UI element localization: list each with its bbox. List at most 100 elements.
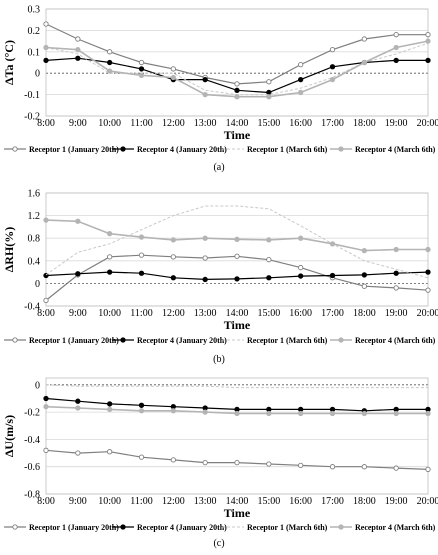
- plot-area: [46, 193, 428, 306]
- data-point: [139, 409, 143, 413]
- data-point: [426, 467, 430, 471]
- x-tick-label: 11:00: [130, 308, 152, 319]
- x-tick-label: 16:00: [289, 118, 312, 129]
- legend-swatch-marker: [339, 147, 343, 151]
- legend-label: Receptor 1 (March 6th): [247, 523, 328, 532]
- data-point: [76, 47, 80, 51]
- data-point: [426, 247, 430, 251]
- y-tick-label: 0: [35, 279, 40, 290]
- y-tick-label: -0.1: [24, 90, 40, 101]
- data-point: [44, 448, 48, 452]
- data-point: [235, 88, 239, 92]
- legend-swatch-marker: [13, 147, 17, 151]
- data-point: [107, 449, 111, 453]
- legend-swatch-marker: [339, 338, 343, 342]
- data-point: [203, 410, 207, 414]
- data-point: [76, 272, 80, 276]
- data-point: [362, 37, 366, 41]
- data-point: [171, 255, 175, 259]
- y-tick-label: -0.6: [24, 462, 40, 473]
- series-line: [46, 43, 428, 94]
- legend-label: Receptor 4 (January 20th): [137, 336, 227, 345]
- data-point: [171, 67, 175, 71]
- series-line: [46, 58, 428, 92]
- data-point: [394, 411, 398, 415]
- data-point: [267, 462, 271, 466]
- data-point: [267, 276, 271, 280]
- data-point: [362, 411, 366, 415]
- y-axis-title: ΔTa (°C): [2, 40, 16, 85]
- x-tick-label: 20:00: [417, 308, 438, 319]
- y-tick-label: 0.2: [28, 26, 41, 37]
- data-point: [203, 277, 207, 281]
- legend-label: Receptor 4 (January 20th): [137, 523, 227, 532]
- data-point: [298, 274, 302, 278]
- data-point: [171, 458, 175, 462]
- data-point: [139, 67, 143, 71]
- legend-label: Receptor 4 (March 6th): [355, 336, 436, 345]
- legend-label: Receptor 1 (January 20th): [29, 523, 119, 532]
- data-point: [203, 460, 207, 464]
- data-point: [235, 254, 239, 258]
- data-point: [235, 237, 239, 241]
- data-point: [267, 95, 271, 99]
- data-point: [203, 236, 207, 240]
- data-point: [139, 235, 143, 239]
- data-point: [171, 75, 175, 79]
- y-tick-label: 0: [35, 69, 40, 80]
- x-tick-label: 17:00: [321, 308, 344, 319]
- y-tick-label: 0.4: [28, 256, 41, 267]
- data-point: [203, 256, 207, 260]
- legend-label: Receptor 4 (January 20th): [137, 145, 227, 154]
- data-point: [362, 248, 366, 252]
- data-point: [107, 255, 111, 259]
- y-tick-label: 0.8: [28, 234, 41, 245]
- data-point: [44, 396, 48, 400]
- data-point: [298, 90, 302, 94]
- data-point: [235, 460, 239, 464]
- y-tick-label: 0.3: [28, 5, 41, 16]
- x-tick-label: 9:00: [69, 308, 87, 319]
- data-point: [107, 402, 111, 406]
- data-point: [76, 219, 80, 223]
- legend-label: Receptor 1 (January 20th): [29, 336, 119, 345]
- data-point: [139, 271, 143, 275]
- panel-caption: (b): [213, 354, 225, 365]
- x-tick-label: 19:00: [385, 308, 408, 319]
- data-point: [330, 465, 334, 469]
- data-point: [330, 242, 334, 246]
- data-point: [330, 77, 334, 81]
- data-point: [76, 451, 80, 455]
- y-tick-label: 0.1: [28, 47, 41, 58]
- x-tick-label: 17:00: [321, 496, 344, 507]
- x-tick-label: 20:00: [417, 496, 438, 507]
- data-point: [426, 32, 430, 36]
- data-point: [394, 247, 398, 251]
- x-tick-label: 20:00: [417, 118, 438, 129]
- data-point: [362, 273, 366, 277]
- x-axis-title: Time: [224, 128, 251, 142]
- data-point: [298, 77, 302, 81]
- data-point: [171, 238, 175, 242]
- data-point: [44, 404, 48, 408]
- x-tick-label: 8:00: [37, 118, 55, 129]
- x-tick-label: 16:00: [289, 308, 312, 319]
- x-axis-title: Time: [224, 318, 251, 332]
- legend-swatch-marker: [13, 525, 17, 529]
- data-point: [203, 77, 207, 81]
- data-point: [76, 406, 80, 410]
- legend-label: Receptor 1 (March 6th): [247, 336, 328, 345]
- data-point: [330, 273, 334, 277]
- x-tick-label: 15:00: [257, 118, 280, 129]
- y-axis-title: ΔRH(%): [2, 227, 16, 273]
- data-point: [235, 277, 239, 281]
- data-point: [44, 298, 48, 302]
- data-point: [44, 22, 48, 26]
- data-point: [107, 50, 111, 54]
- plot-area: [46, 378, 428, 494]
- data-point: [107, 270, 111, 274]
- data-point: [235, 95, 239, 99]
- x-tick-label: 12:00: [162, 308, 185, 319]
